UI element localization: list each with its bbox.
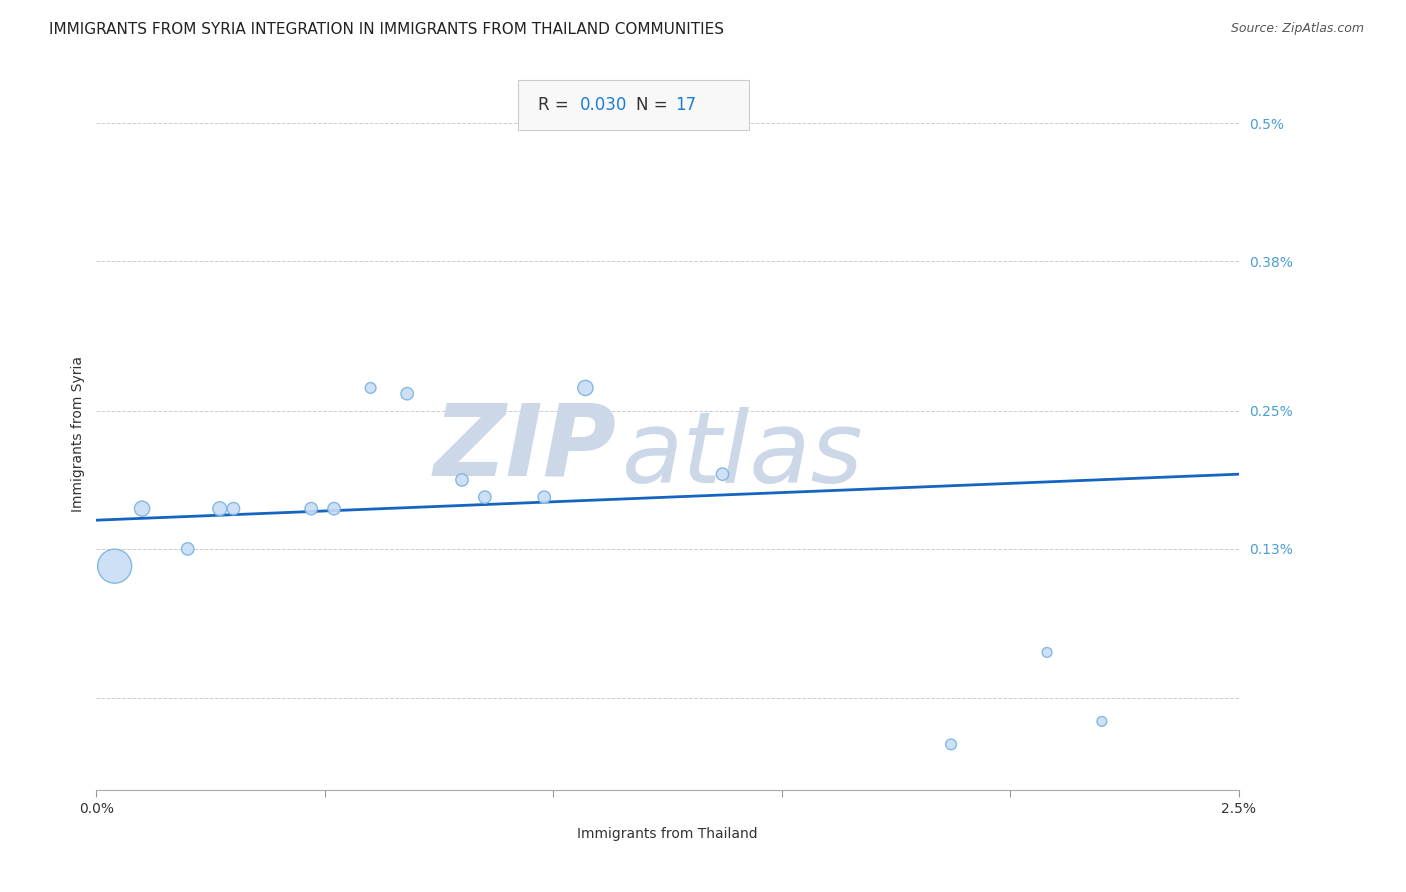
Y-axis label: Immigrants from Syria: Immigrants from Syria xyxy=(72,356,86,512)
Point xyxy=(451,473,474,487)
Point xyxy=(533,490,555,504)
X-axis label: Immigrants from Thailand: Immigrants from Thailand xyxy=(578,827,758,841)
Point xyxy=(396,386,419,401)
Text: Source: ZipAtlas.com: Source: ZipAtlas.com xyxy=(1230,22,1364,36)
Point xyxy=(711,467,734,482)
Point xyxy=(299,501,322,516)
Point xyxy=(222,501,245,516)
Text: R =: R = xyxy=(537,96,574,114)
Text: N =: N = xyxy=(636,96,673,114)
Point xyxy=(208,501,231,516)
Point xyxy=(323,501,346,516)
Point xyxy=(474,490,496,504)
Point xyxy=(177,541,200,556)
Point xyxy=(574,381,596,395)
Text: atlas: atlas xyxy=(621,407,863,504)
Text: ZIP: ZIP xyxy=(433,400,616,497)
Point xyxy=(131,501,153,516)
Point xyxy=(1091,714,1114,729)
Point xyxy=(1036,645,1059,659)
Text: 0.030: 0.030 xyxy=(579,96,627,114)
Point xyxy=(104,559,127,574)
Text: 17: 17 xyxy=(675,96,697,114)
Text: IMMIGRANTS FROM SYRIA INTEGRATION IN IMMIGRANTS FROM THAILAND COMMUNITIES: IMMIGRANTS FROM SYRIA INTEGRATION IN IMM… xyxy=(49,22,724,37)
Point xyxy=(360,381,382,395)
Point xyxy=(939,738,962,752)
